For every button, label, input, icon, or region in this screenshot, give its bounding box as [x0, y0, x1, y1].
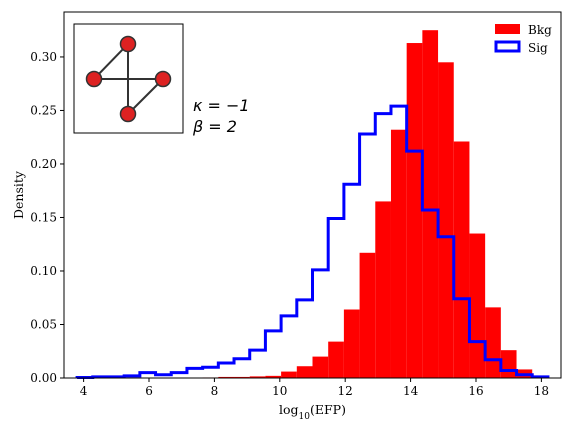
bkg-bar	[312, 356, 329, 378]
y-tick-label: 0.20	[30, 157, 57, 171]
bkg-bar	[422, 30, 439, 378]
bkg-bar	[296, 366, 313, 378]
bkg-bar	[485, 307, 501, 378]
bkg-bar	[328, 341, 344, 378]
efp-graph-inset	[73, 23, 184, 134]
bkg-bar	[265, 375, 282, 378]
x-tick-label: 6	[145, 384, 153, 398]
x-tick-label: 4	[80, 384, 88, 398]
bkg-bar	[218, 376, 235, 378]
x-axis-label-sub: 10	[299, 412, 311, 422]
bkg-bar	[453, 141, 470, 378]
inset-graph-node	[154, 70, 172, 88]
x-axis-label: log10(EFP)	[279, 402, 346, 422]
kappa-annotation: κ = −1	[193, 96, 250, 115]
y-tick-label: 0.10	[30, 264, 57, 278]
bkg-bar	[343, 309, 360, 378]
y-tick-label: 0.05	[30, 317, 57, 331]
sig-step-line	[75, 104, 550, 379]
y-tick-label: 0.00	[30, 371, 57, 385]
inset-graph-node	[119, 35, 137, 53]
inset-graph-node	[119, 105, 137, 123]
legend-sig-label: Sig	[528, 41, 548, 55]
bkg-bar	[500, 350, 517, 378]
beta-annotation: β = 2	[192, 117, 237, 136]
bkg-bar	[249, 376, 266, 378]
y-tick-label: 0.15	[30, 210, 57, 224]
x-tick-label: 10	[272, 384, 287, 398]
bkg-bar	[406, 43, 423, 378]
y-axis-label: Density	[11, 170, 26, 219]
inset-graph-node	[85, 70, 103, 88]
legend-sig-swatch	[494, 40, 521, 53]
y-axis-ticks: 0.00 0.05 0.10 0.15 0.20 0.25 0.30	[30, 50, 64, 385]
x-tick-label: 12	[338, 384, 353, 398]
bkg-bar	[234, 376, 250, 378]
y-tick-label: 0.30	[30, 50, 57, 64]
x-tick-label: 18	[534, 384, 549, 398]
inset-graph-nodes	[85, 35, 172, 123]
x-axis-label-main: log	[279, 402, 299, 417]
legend-bkg-swatch	[495, 24, 520, 34]
bkg-bar	[390, 129, 407, 378]
sig-histogram	[75, 104, 550, 379]
bkg-bar	[438, 62, 454, 378]
x-tick-label: 14	[403, 384, 419, 398]
bkg-bar	[375, 201, 391, 378]
bkg-histogram	[202, 30, 548, 378]
bkg-bar	[281, 371, 297, 378]
y-tick-label: 0.25	[30, 103, 57, 117]
x-axis-label-suffix: (EFP)	[310, 402, 346, 417]
x-tick-label: 16	[468, 384, 483, 398]
legend: Bkg Sig	[494, 23, 552, 55]
legend-bkg-label: Bkg	[528, 23, 552, 37]
x-axis-ticks: 4 6 8 10 12 14 16 18	[80, 378, 549, 398]
axes-frame	[63, 11, 562, 379]
bkg-bar	[469, 233, 486, 378]
x-tick-label: 8	[211, 384, 219, 398]
bkg-bar	[359, 252, 376, 378]
